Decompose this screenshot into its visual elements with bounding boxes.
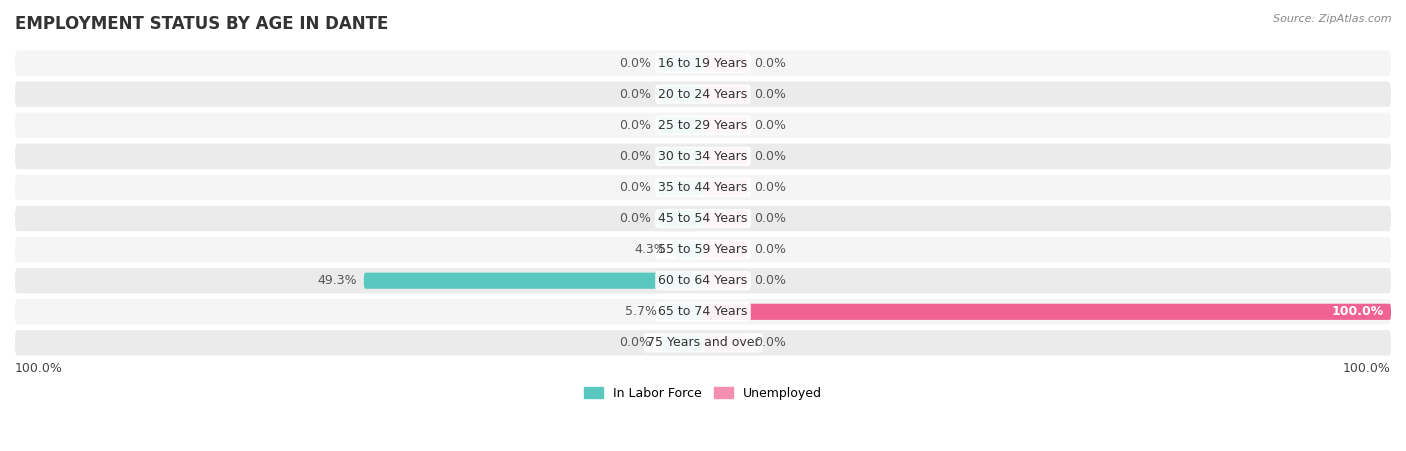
- Legend: In Labor Force, Unemployed: In Labor Force, Unemployed: [579, 382, 827, 405]
- Text: 0.0%: 0.0%: [620, 87, 651, 101]
- Text: 0.0%: 0.0%: [620, 181, 651, 194]
- FancyBboxPatch shape: [658, 211, 703, 226]
- FancyBboxPatch shape: [703, 335, 748, 351]
- Text: 60 to 64 Years: 60 to 64 Years: [658, 274, 748, 287]
- FancyBboxPatch shape: [15, 237, 1391, 262]
- Text: 25 to 29 Years: 25 to 29 Years: [658, 119, 748, 132]
- FancyBboxPatch shape: [703, 304, 1391, 320]
- Text: 0.0%: 0.0%: [620, 119, 651, 132]
- Text: 0.0%: 0.0%: [755, 87, 786, 101]
- Text: 0.0%: 0.0%: [755, 150, 786, 163]
- FancyBboxPatch shape: [15, 206, 1391, 231]
- Text: 0.0%: 0.0%: [755, 243, 786, 256]
- FancyBboxPatch shape: [673, 242, 703, 258]
- FancyBboxPatch shape: [703, 179, 748, 196]
- Text: 16 to 19 Years: 16 to 19 Years: [658, 56, 748, 69]
- Text: 5.7%: 5.7%: [624, 305, 657, 318]
- FancyBboxPatch shape: [658, 86, 703, 102]
- FancyBboxPatch shape: [703, 211, 748, 226]
- FancyBboxPatch shape: [15, 113, 1391, 138]
- Text: 100.0%: 100.0%: [15, 362, 63, 375]
- FancyBboxPatch shape: [15, 330, 1391, 356]
- Text: EMPLOYMENT STATUS BY AGE IN DANTE: EMPLOYMENT STATUS BY AGE IN DANTE: [15, 15, 388, 33]
- Text: Source: ZipAtlas.com: Source: ZipAtlas.com: [1274, 14, 1392, 23]
- FancyBboxPatch shape: [658, 148, 703, 165]
- Text: 0.0%: 0.0%: [755, 119, 786, 132]
- FancyBboxPatch shape: [703, 148, 748, 165]
- FancyBboxPatch shape: [15, 299, 1391, 325]
- Text: 0.0%: 0.0%: [755, 274, 786, 287]
- Text: 45 to 54 Years: 45 to 54 Years: [658, 212, 748, 225]
- FancyBboxPatch shape: [15, 268, 1391, 294]
- Text: 0.0%: 0.0%: [755, 212, 786, 225]
- Text: 35 to 44 Years: 35 to 44 Years: [658, 181, 748, 194]
- FancyBboxPatch shape: [664, 304, 703, 320]
- FancyBboxPatch shape: [15, 51, 1391, 76]
- FancyBboxPatch shape: [15, 175, 1391, 200]
- FancyBboxPatch shape: [15, 82, 1391, 107]
- FancyBboxPatch shape: [15, 143, 1391, 169]
- FancyBboxPatch shape: [658, 335, 703, 351]
- Text: 100.0%: 100.0%: [1331, 305, 1384, 318]
- FancyBboxPatch shape: [703, 242, 748, 258]
- Text: 4.3%: 4.3%: [634, 243, 666, 256]
- Text: 0.0%: 0.0%: [755, 181, 786, 194]
- Text: 49.3%: 49.3%: [318, 274, 357, 287]
- Text: 0.0%: 0.0%: [620, 56, 651, 69]
- Text: 75 Years and over: 75 Years and over: [647, 336, 759, 350]
- FancyBboxPatch shape: [658, 179, 703, 196]
- Text: 0.0%: 0.0%: [620, 212, 651, 225]
- Text: 100.0%: 100.0%: [1343, 362, 1391, 375]
- Text: 0.0%: 0.0%: [755, 56, 786, 69]
- FancyBboxPatch shape: [703, 117, 748, 133]
- FancyBboxPatch shape: [658, 55, 703, 71]
- FancyBboxPatch shape: [703, 86, 748, 102]
- Text: 65 to 74 Years: 65 to 74 Years: [658, 305, 748, 318]
- FancyBboxPatch shape: [658, 117, 703, 133]
- Text: 0.0%: 0.0%: [620, 336, 651, 350]
- Text: 0.0%: 0.0%: [755, 336, 786, 350]
- Text: 20 to 24 Years: 20 to 24 Years: [658, 87, 748, 101]
- FancyBboxPatch shape: [703, 273, 748, 289]
- Text: 30 to 34 Years: 30 to 34 Years: [658, 150, 748, 163]
- FancyBboxPatch shape: [703, 55, 748, 71]
- Text: 0.0%: 0.0%: [620, 150, 651, 163]
- Text: 55 to 59 Years: 55 to 59 Years: [658, 243, 748, 256]
- FancyBboxPatch shape: [364, 273, 703, 289]
